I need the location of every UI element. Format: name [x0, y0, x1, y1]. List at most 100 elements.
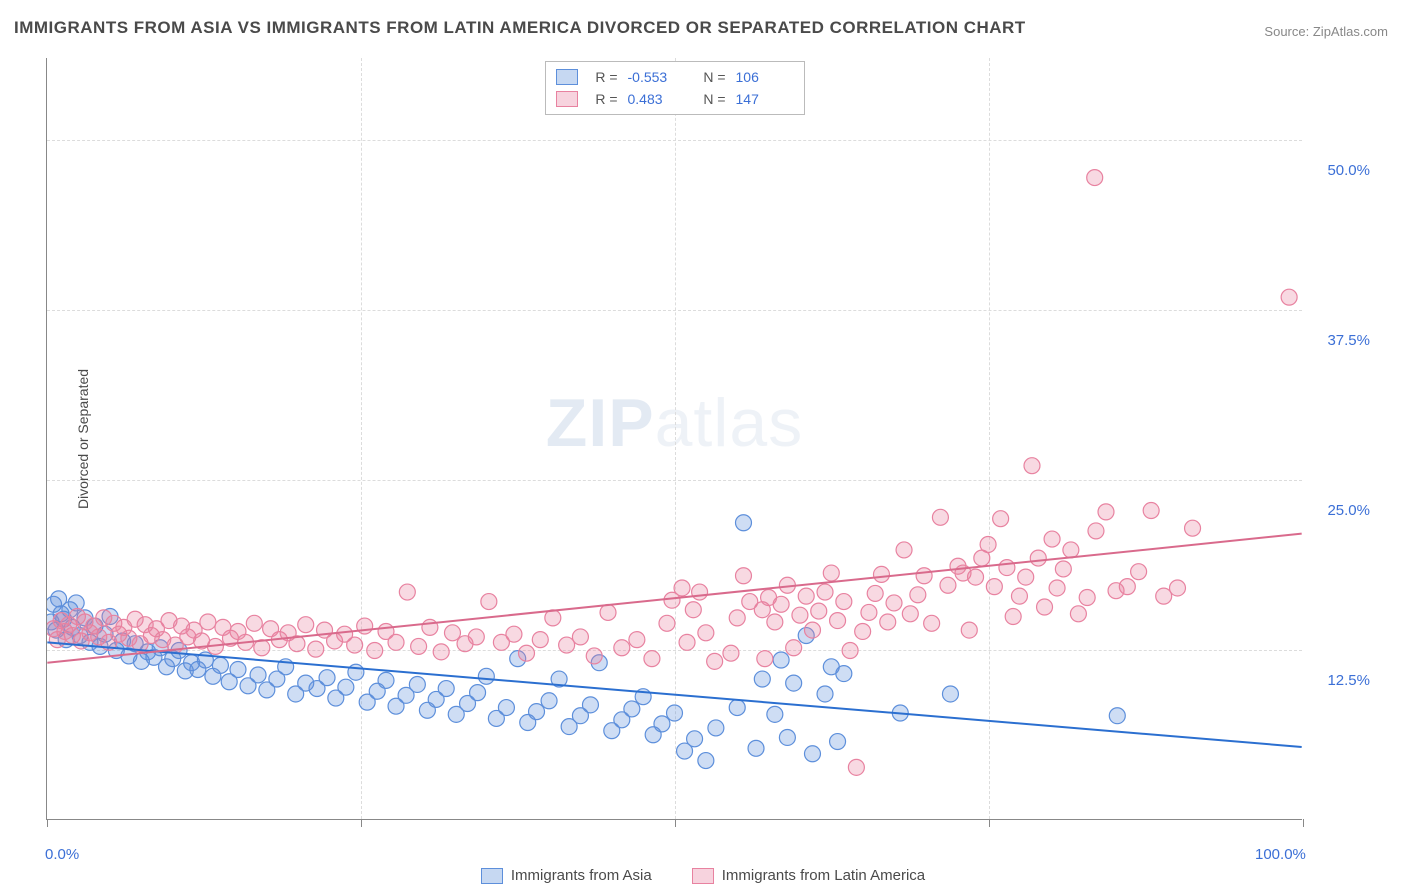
data-point-latin	[698, 625, 714, 641]
data-point-asia	[729, 700, 745, 716]
data-point-latin	[659, 615, 675, 631]
y-tick-label: 25.0%	[1327, 502, 1370, 519]
data-point-latin	[1143, 503, 1159, 519]
data-point-latin	[1044, 531, 1060, 547]
data-point-asia	[250, 667, 266, 683]
data-point-latin	[932, 509, 948, 525]
data-point-asia	[817, 686, 833, 702]
source-label: Source:	[1264, 24, 1309, 39]
data-point-latin	[433, 644, 449, 660]
data-point-latin	[811, 603, 827, 619]
data-point-asia	[378, 672, 394, 688]
data-point-latin	[896, 542, 912, 558]
data-point-latin	[1170, 580, 1186, 596]
data-point-latin	[707, 653, 723, 669]
data-point-latin	[968, 569, 984, 585]
data-point-asia	[654, 716, 670, 732]
data-point-latin	[986, 579, 1002, 595]
data-point-latin	[572, 629, 588, 645]
data-point-asia	[687, 731, 703, 747]
data-point-latin	[836, 594, 852, 610]
data-point-latin	[298, 617, 314, 633]
data-point-latin	[444, 625, 460, 641]
data-point-asia	[836, 666, 852, 682]
data-point-asia	[438, 681, 454, 697]
data-point-latin	[679, 634, 695, 650]
regression-line-asia	[47, 642, 1301, 747]
data-point-latin	[481, 594, 497, 610]
data-point-latin	[411, 638, 427, 654]
data-point-latin	[1088, 523, 1104, 539]
data-point-latin	[886, 595, 902, 611]
data-point-latin	[735, 568, 751, 584]
legend-item: Immigrants from Asia	[481, 867, 652, 884]
data-point-latin	[773, 596, 789, 612]
data-point-latin	[902, 606, 918, 622]
data-point-latin	[729, 610, 745, 626]
data-point-latin	[629, 632, 645, 648]
data-point-asia	[786, 675, 802, 691]
data-point-latin	[792, 607, 808, 623]
r-value: 0.483	[628, 91, 686, 107]
data-point-asia	[779, 729, 795, 745]
data-point-latin	[1037, 599, 1053, 615]
source-attribution: Source: ZipAtlas.com	[1264, 24, 1388, 39]
data-point-latin	[1098, 504, 1114, 520]
data-point-latin	[399, 584, 415, 600]
x-tick	[47, 819, 48, 827]
y-tick-label: 12.5%	[1327, 672, 1370, 689]
data-point-latin	[798, 588, 814, 604]
data-point-latin	[1087, 170, 1103, 186]
data-point-latin	[855, 623, 871, 639]
data-point-asia	[804, 746, 820, 762]
data-point-latin	[1055, 561, 1071, 577]
legend-label: Immigrants from Asia	[511, 867, 652, 884]
x-tick	[989, 819, 990, 827]
data-point-latin	[559, 637, 575, 653]
n-value: 106	[736, 69, 794, 85]
data-point-asia	[773, 652, 789, 668]
data-point-asia	[529, 704, 545, 720]
data-point-asia	[478, 668, 494, 684]
r-label: R =	[588, 91, 618, 107]
data-point-latin	[468, 629, 484, 645]
data-point-asia	[230, 662, 246, 678]
n-value: 147	[736, 91, 794, 107]
data-point-latin	[674, 580, 690, 596]
data-point-latin	[1018, 569, 1034, 585]
x-tick	[1303, 819, 1304, 827]
data-point-latin	[692, 584, 708, 600]
data-point-latin	[786, 640, 802, 656]
legend-label: Immigrants from Latin America	[722, 867, 925, 884]
data-point-asia	[1109, 708, 1125, 724]
plot-svg	[47, 58, 1302, 819]
data-point-latin	[308, 641, 324, 657]
data-point-asia	[338, 679, 354, 695]
data-point-latin	[1049, 580, 1065, 596]
n-label: N =	[696, 91, 726, 107]
data-point-asia	[582, 697, 598, 713]
data-point-asia	[767, 706, 783, 722]
data-point-latin	[910, 587, 926, 603]
data-point-asia	[735, 515, 751, 531]
data-point-latin	[1156, 588, 1172, 604]
data-point-latin	[1063, 542, 1079, 558]
data-point-asia	[667, 705, 683, 721]
data-point-latin	[1070, 606, 1086, 622]
y-tick-label: 37.5%	[1327, 332, 1370, 349]
data-point-asia	[624, 701, 640, 717]
x-tick	[675, 819, 676, 827]
legend-stats-row: R =-0.553N =106	[556, 66, 794, 88]
n-label: N =	[696, 69, 726, 85]
data-point-asia	[830, 734, 846, 750]
data-point-latin	[532, 632, 548, 648]
data-point-asia	[754, 671, 770, 687]
data-point-latin	[830, 613, 846, 629]
data-point-asia	[470, 685, 486, 701]
source-link[interactable]: ZipAtlas.com	[1313, 24, 1388, 39]
data-point-latin	[1011, 588, 1027, 604]
data-point-latin	[916, 568, 932, 584]
data-point-latin	[1030, 550, 1046, 566]
data-point-latin	[823, 565, 839, 581]
data-point-latin	[993, 511, 1009, 527]
